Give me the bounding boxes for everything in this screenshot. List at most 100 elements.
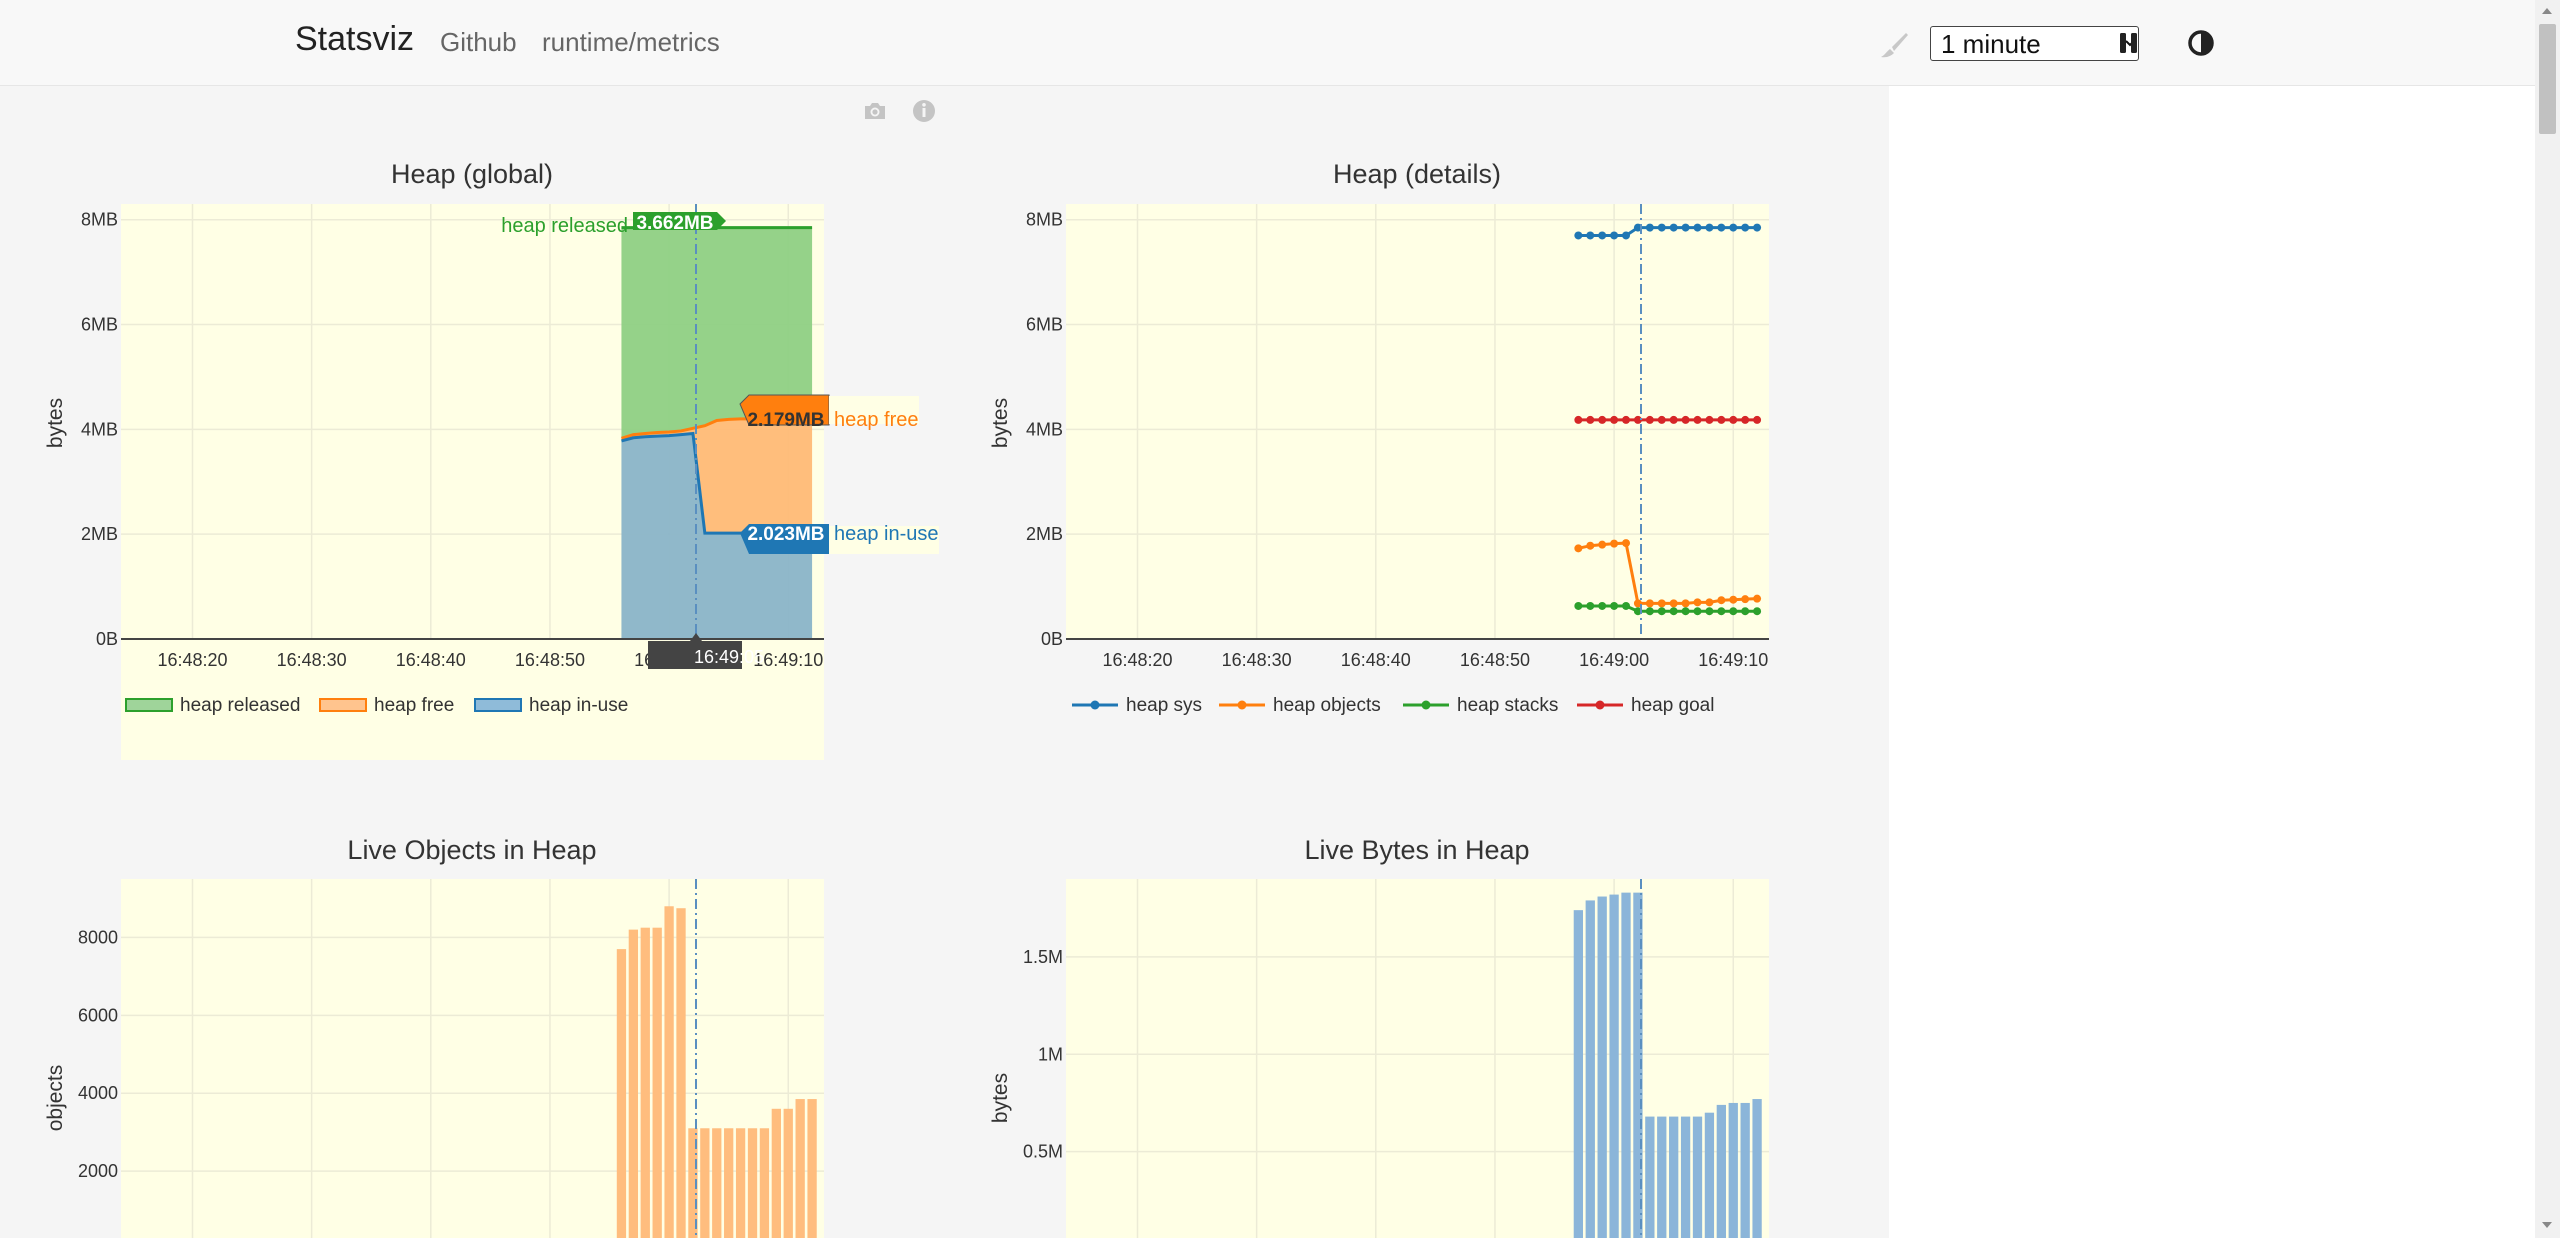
legend-item-heap-inuse[interactable]: heap in-use bbox=[474, 695, 628, 716]
pause-icon[interactable] bbox=[2117, 26, 2141, 60]
bar bbox=[700, 1128, 710, 1238]
info-icon[interactable] bbox=[911, 98, 939, 124]
legend-marker bbox=[1595, 700, 1605, 710]
hover-label-free: 2.179MB heap free bbox=[739, 394, 919, 431]
bar bbox=[807, 1099, 817, 1238]
marker-heap-sys bbox=[1705, 223, 1714, 232]
heap-details-chart: Heap (details) 0B 2MB 4MB 6MB 8MB 16:48:20 16… bbox=[989, 159, 1769, 716]
y-tick-label: 1M bbox=[1038, 1044, 1063, 1064]
marker-heap-sys bbox=[1633, 223, 1642, 232]
marker-heap-stacks bbox=[1669, 607, 1678, 616]
legend-label: heap free bbox=[374, 695, 454, 716]
marker-heap-objects bbox=[1598, 540, 1607, 549]
github-link[interactable]: Github bbox=[440, 27, 517, 57]
bar bbox=[771, 1108, 781, 1238]
legend-item-heap-objects[interactable]: heap objects bbox=[1219, 695, 1381, 716]
scroll-thumb[interactable] bbox=[2539, 24, 2556, 134]
marker-heap-sys bbox=[1729, 223, 1738, 232]
hover-series-name: heap released bbox=[501, 215, 628, 237]
y-tick-label: 8000 bbox=[78, 927, 118, 947]
navbar: Statsviz Github runtime/metrics 1 minute bbox=[0, 0, 2535, 86]
marker-heap-stacks bbox=[1645, 607, 1654, 616]
legend-label: heap in-use bbox=[529, 695, 628, 716]
bar bbox=[1633, 892, 1643, 1238]
marker-heap-objects bbox=[1753, 594, 1762, 603]
chart-title: Live Bytes in Heap bbox=[1304, 835, 1529, 865]
marker-heap-stacks bbox=[1741, 607, 1750, 616]
runtime-metrics-link[interactable]: runtime/metrics bbox=[542, 27, 720, 57]
line-heap-stacks bbox=[1578, 604, 1758, 613]
page-scrollbar[interactable] bbox=[2535, 0, 2560, 1238]
brand[interactable]: Statsviz bbox=[295, 20, 415, 58]
legend[interactable]: heap sys heap objects heap stacks heap goal bbox=[1072, 695, 1714, 716]
marker-heap-sys bbox=[1741, 223, 1750, 232]
marker-heap-stacks bbox=[1633, 607, 1642, 616]
legend-item-heap-stacks[interactable]: heap stacks bbox=[1403, 695, 1558, 716]
legend-item-heap-released[interactable]: heap released bbox=[125, 695, 300, 716]
bar bbox=[712, 1128, 722, 1238]
bar bbox=[1609, 894, 1619, 1238]
marker-heap-objects bbox=[1717, 596, 1726, 605]
y-axis-label: objects bbox=[44, 1065, 67, 1132]
marker-heap-goal bbox=[1705, 415, 1714, 424]
marker-heap-sys bbox=[1753, 223, 1762, 232]
legend-item-heap-goal[interactable]: heap goal bbox=[1577, 695, 1714, 716]
marker-heap-objects bbox=[1657, 599, 1666, 608]
bar bbox=[1716, 1104, 1726, 1238]
line-heap-objects bbox=[1578, 541, 1758, 605]
legend-marker bbox=[1090, 700, 1100, 710]
marker-heap-objects bbox=[1574, 544, 1583, 553]
marker-heap-goal bbox=[1657, 415, 1666, 424]
marker-heap-goal bbox=[1753, 415, 1762, 424]
y-axis-label: bytes bbox=[989, 398, 1012, 448]
hover-series-name: heap free bbox=[834, 409, 919, 431]
brush-icon[interactable] bbox=[1873, 25, 1913, 65]
marker-heap-stacks bbox=[1681, 607, 1690, 616]
heap-global-chart: Heap (global) 0B 2MB 4MB 6MB 8MB 16:48:20 16:… bbox=[44, 159, 939, 760]
contrast-icon[interactable] bbox=[2186, 28, 2216, 58]
scroll-down-arrow[interactable] bbox=[2542, 1222, 2552, 1228]
chart-title: Heap (global) bbox=[391, 159, 553, 189]
legend-marker bbox=[1237, 700, 1247, 710]
legend-item-heap-sys[interactable]: heap sys bbox=[1072, 695, 1202, 716]
legend-item-heap-free[interactable]: heap free bbox=[319, 695, 454, 716]
x-tick-label: 16:48:40 bbox=[1341, 650, 1411, 670]
bar bbox=[795, 1099, 805, 1238]
bar bbox=[1597, 896, 1607, 1238]
bar bbox=[1680, 1116, 1691, 1238]
marker-heap-stacks bbox=[1610, 601, 1619, 610]
y-tick-label: 2MB bbox=[1026, 524, 1063, 544]
marker-heap-goal bbox=[1633, 415, 1642, 424]
marker-heap-objects bbox=[1622, 539, 1631, 548]
y-tick-label: 4000 bbox=[78, 1083, 118, 1103]
y-tick-label: 6MB bbox=[81, 315, 118, 335]
legend[interactable]: heap released heap free heap in-use bbox=[125, 695, 628, 716]
y-tick-label: 4MB bbox=[1026, 419, 1063, 439]
x-tick-label: 16:48:50 bbox=[515, 650, 585, 670]
marker-heap-sys bbox=[1574, 231, 1583, 240]
marker-heap-stacks bbox=[1705, 607, 1714, 616]
marker-heap-goal bbox=[1610, 415, 1619, 424]
x-tick-label: 16:49:10 bbox=[1698, 650, 1768, 670]
y-tick-label: 0B bbox=[96, 629, 118, 649]
hover-value: 3.662MB bbox=[636, 213, 713, 234]
bar bbox=[1573, 910, 1584, 1238]
scroll-up-arrow[interactable] bbox=[2542, 8, 2552, 14]
marker-heap-goal bbox=[1574, 415, 1583, 424]
marker-heap-objects bbox=[1729, 595, 1738, 604]
camera-icon[interactable] bbox=[861, 98, 889, 124]
time-range-select[interactable]: 1 minute bbox=[1930, 26, 2139, 61]
marker-heap-stacks bbox=[1753, 607, 1762, 616]
chart-title: Heap (details) bbox=[1333, 159, 1501, 189]
marker-heap-stacks bbox=[1729, 607, 1738, 616]
bar bbox=[759, 1128, 770, 1238]
x-tick-label: 16:48:20 bbox=[157, 650, 227, 670]
bar bbox=[724, 1128, 734, 1238]
chart-title: Live Objects in Heap bbox=[347, 835, 596, 865]
bar bbox=[1621, 892, 1631, 1238]
marker-heap-goal bbox=[1586, 415, 1595, 424]
marker-heap-goal bbox=[1741, 415, 1750, 424]
legend-label: heap goal bbox=[1631, 695, 1714, 716]
marker-heap-stacks bbox=[1574, 601, 1583, 610]
marker-heap-objects bbox=[1645, 599, 1654, 608]
